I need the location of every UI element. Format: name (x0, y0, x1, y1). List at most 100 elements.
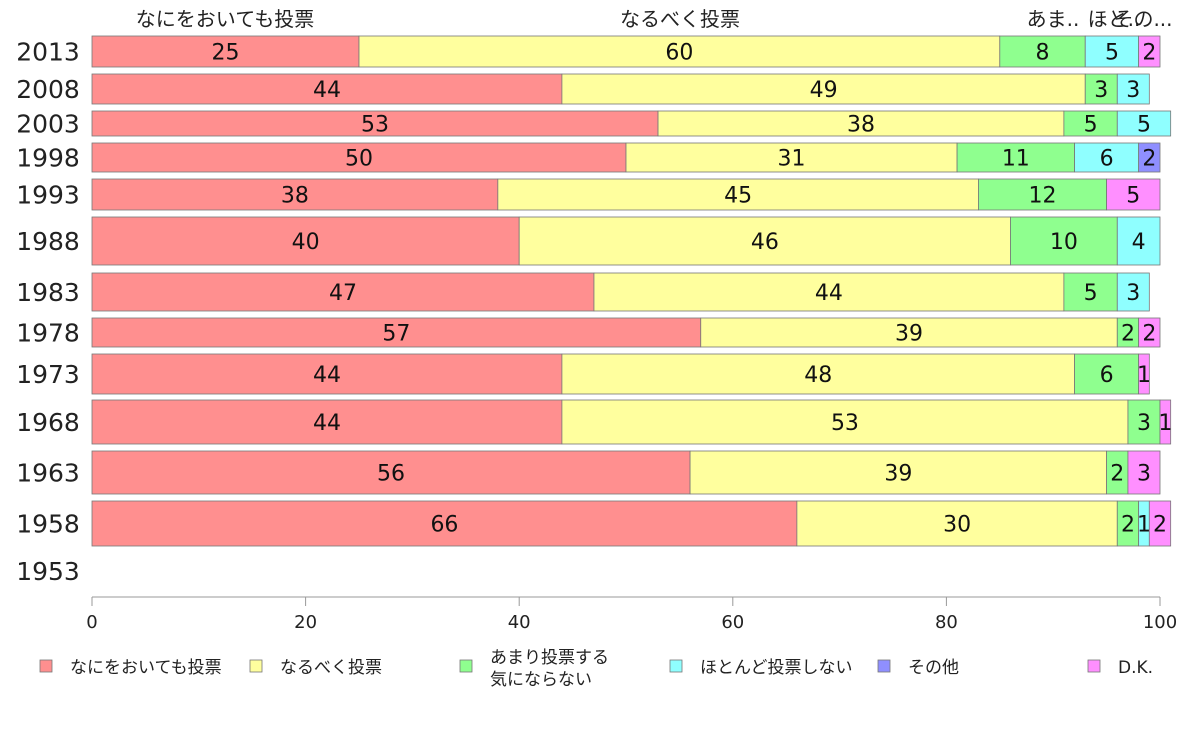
bar-segment (1138, 35, 1161, 68)
x-tick-label: 100 (1143, 612, 1177, 633)
bar-segment (91, 178, 499, 211)
bar-segment (91, 500, 798, 547)
legend-swatch (249, 659, 263, 673)
year-label: 1978 (16, 319, 80, 348)
legend-label: D.K. (1118, 658, 1153, 678)
segment-label: 5 (1137, 113, 1151, 138)
year-label: 2008 (16, 75, 80, 104)
segment-label: 30 (943, 513, 971, 538)
segment-label: 45 (724, 184, 752, 209)
bar-segment (1084, 73, 1118, 105)
top-label: あま.. (1027, 7, 1080, 31)
segment-label: 1 (1137, 363, 1151, 388)
segment-label: 3 (1126, 281, 1140, 306)
year-label: 1998 (16, 144, 80, 173)
segment-label: 3 (1137, 411, 1151, 436)
segment-label: 1 (1137, 513, 1151, 538)
legend-label: なるべく投票 (280, 658, 382, 678)
segment-label: 1 (1158, 411, 1172, 436)
bar-segment (561, 353, 1075, 395)
x-tick-label: 80 (935, 612, 958, 633)
bar-segment (657, 110, 1065, 137)
x-axis: 0 20 40 60 80 100 (86, 596, 1177, 633)
legend-swatch (39, 659, 53, 673)
legend-swatch (877, 659, 891, 673)
x-tick-label: 0 (86, 612, 97, 633)
year-label: 1988 (16, 227, 80, 256)
bar-segment (497, 178, 979, 211)
bar-segment (1010, 216, 1118, 266)
bar-segment (91, 35, 360, 68)
x-tick-label: 60 (721, 612, 744, 633)
segment-label: 39 (895, 322, 923, 347)
top-label: その... (1113, 7, 1172, 31)
segment-label: 3 (1137, 462, 1151, 487)
legend-label: なにをおいても投票 (70, 658, 222, 678)
year-label: 1958 (16, 510, 80, 539)
bar-segment (1116, 110, 1172, 137)
year-label: 1973 (16, 360, 80, 389)
bar-segment (91, 216, 520, 266)
year-label: 1968 (16, 408, 80, 437)
bar-segment (358, 35, 1001, 68)
segment-label: 53 (361, 113, 389, 138)
bar-segment (1127, 399, 1161, 445)
segment-label: 40 (292, 230, 320, 255)
bar-segment (91, 142, 627, 173)
segment-label: 49 (810, 78, 838, 103)
segment-label: 44 (313, 411, 341, 436)
legend-label: あまり投票する (490, 648, 609, 668)
bar-segment (1138, 353, 1150, 395)
top-labels: なにをおいても投票 なるべく投票 あま.. ほと..その... (136, 7, 1173, 31)
bar-segment (91, 110, 659, 137)
segment-label: 44 (313, 78, 341, 103)
bar-segment (1063, 110, 1118, 137)
bar-segment (1148, 500, 1172, 547)
bar-segment (796, 500, 1118, 547)
bar-segment (561, 73, 1086, 105)
bar-segment (1084, 35, 1140, 68)
bars: 25 60 8 5 244 49 3 353 38 5 550 31 11 6 238 45 12 540 46 10… (91, 35, 1172, 547)
bar-segment (593, 272, 1065, 312)
bar-segment (1116, 73, 1150, 105)
year-label: 2013 (16, 38, 80, 67)
segment-label: 38 (281, 184, 309, 209)
bar-segment (91, 272, 595, 312)
x-tick-label: 20 (294, 612, 317, 633)
bar-segment (625, 142, 958, 173)
segment-label: 31 (778, 147, 806, 172)
segment-label: 11 (1002, 147, 1030, 172)
segment-label: 5 (1084, 113, 1098, 138)
bar-segment (518, 216, 1011, 266)
bar-segment (91, 73, 563, 105)
segment-label: 5 (1084, 281, 1098, 306)
segment-label: 2 (1153, 513, 1167, 538)
segment-label: 6 (1100, 363, 1114, 388)
bar-segment (1159, 399, 1172, 445)
top-label: ほと.. (1088, 7, 1141, 31)
segment-label: 25 (212, 41, 240, 66)
bar-segment (1138, 142, 1161, 173)
bar-segment (1127, 450, 1161, 495)
year-label: 1993 (16, 181, 80, 210)
legend-label: ほとんど投票しない (700, 658, 853, 678)
year-label: 2003 (16, 110, 80, 139)
segment-label: 48 (804, 363, 832, 388)
segment-label: 44 (815, 281, 843, 306)
legend-label: その他 (908, 658, 959, 678)
segment-label: 2 (1142, 41, 1156, 66)
bar-segment (978, 178, 1108, 211)
bar-segment (1063, 272, 1118, 312)
top-label: なるべく投票 (620, 7, 740, 31)
legend-swatch (1087, 659, 1101, 673)
year-labels: 2013 2008 2003 1998 1993 1988 1983 1978 1973 1968… (16, 38, 80, 587)
segment-label: 2 (1142, 147, 1156, 172)
year-label: 1983 (16, 278, 80, 307)
segment-label: 6 (1100, 147, 1114, 172)
legend-label: 気にならない (490, 670, 592, 690)
segment-label: 10 (1050, 230, 1078, 255)
year-label: 1963 (16, 459, 80, 488)
segment-label: 8 (1036, 41, 1050, 66)
